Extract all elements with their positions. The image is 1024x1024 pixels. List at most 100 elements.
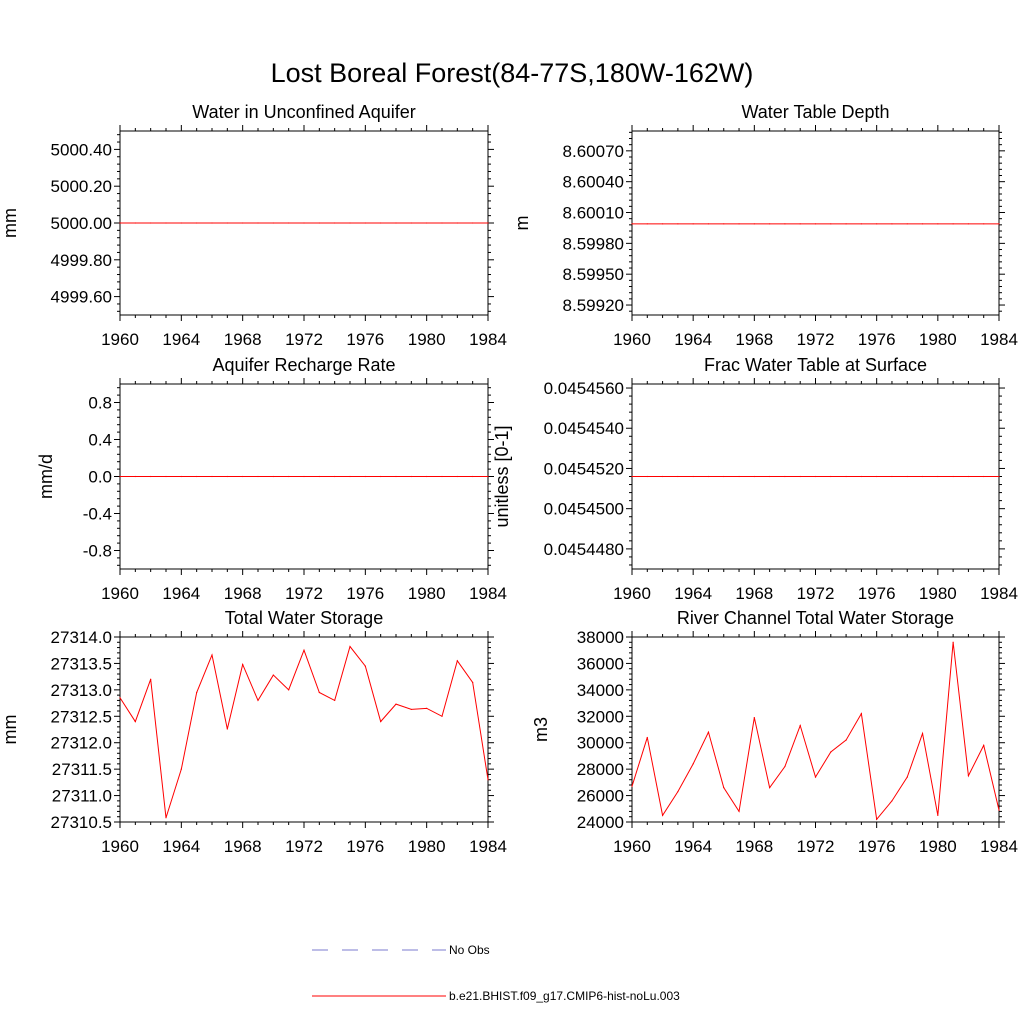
data-point [692,763,694,765]
data-point [661,223,664,225]
x-tick-label: 1964 [674,837,712,856]
legend: No Obs b.e21.BHIST.f09_g17.CMIP6-hist-no… [312,943,680,1003]
data-point [426,222,428,224]
data-point [784,475,786,478]
data-point [272,475,274,478]
data-point [814,776,817,778]
data-point [410,708,412,711]
x-tick-label: 1984 [980,584,1018,603]
y-axis-label: mm [0,715,20,745]
x-tick-label: 1960 [613,330,651,349]
x-tick-label: 1964 [162,330,200,349]
data-point [906,475,908,478]
y-tick-label: 8.60070 [563,142,624,161]
x-tick-label: 1972 [285,330,323,349]
data-point [472,475,474,478]
y-tick-label: 27313.0 [51,681,112,700]
data-point [921,223,924,225]
y-tick-label: 27312.5 [51,707,112,726]
x-tick-label: 1976 [858,837,896,856]
data-point [196,691,198,694]
y-tick-label: 27311.5 [52,760,112,779]
data-point [631,475,633,478]
y-tick-label: 8.59920 [563,296,624,315]
y-tick-label: 0.0454480 [544,540,624,559]
data-point [272,222,274,224]
x-tick-label: 1968 [735,837,773,856]
data-point [334,222,336,224]
y-tick-label: 4999.60 [51,288,112,307]
y-axis-label: m3 [531,717,551,742]
data-point [738,475,740,478]
y-tick-label: 0.0454520 [544,459,624,478]
data-point [799,475,801,478]
data-point [952,223,954,225]
data-point [410,475,412,478]
data-point [876,223,878,225]
x-tick-label: 1984 [469,330,507,349]
x-tick-label: 1980 [408,584,446,603]
data-point [937,475,939,478]
data-point [967,223,970,225]
y-tick-label: 0.4 [88,431,112,450]
x-tick-label: 1976 [346,330,384,349]
x-tick-label: 1976 [346,837,384,856]
data-point [937,814,939,816]
y-axis-label: m [512,216,532,231]
data-point [784,765,786,768]
panel-2: Water Table Depth 1960 1964 1968 1972 1976 198… [512,102,1018,349]
y-axis-label: unitless [0-1] [492,425,512,527]
panel-4: Frac Water Table at Surface 1960 1964 1968 1… [492,355,1018,603]
data-point [646,475,648,478]
y-tick-label: 28000 [577,760,624,779]
data-point [119,475,121,478]
x-tick-label: 1976 [346,584,384,603]
panel-title: Water in Unconfined Aquifer [192,102,415,122]
data-point [753,475,755,478]
x-tick-label: 1960 [101,330,139,349]
data-point [967,475,970,478]
data-point [318,222,320,224]
data-point [738,810,740,813]
x-tick-label: 1960 [613,584,651,603]
data-point [226,475,228,478]
y-tick-label: -0.8 [83,542,112,561]
data-point [303,222,305,224]
series-line [119,645,489,818]
data-point [860,475,862,478]
x-tick-label: 1964 [162,837,200,856]
x-tick-label: 1976 [858,330,896,349]
data-point [441,715,443,717]
x-tick-label: 1980 [919,584,957,603]
data-point [876,818,878,820]
data-point [723,223,725,225]
y-axis-label: mm [0,208,20,238]
data-point [257,475,259,478]
data-point [119,697,121,699]
y-tick-label: 8.59980 [563,234,624,253]
data-point [799,223,801,225]
data-point [891,475,893,478]
x-tick-label: 1984 [980,330,1018,349]
data-point [410,222,412,224]
data-point [661,814,664,816]
data-point [983,475,985,478]
y-tick-label: 24000 [577,813,624,832]
x-tick-label: 1972 [285,837,323,856]
data-point [769,787,771,789]
panels: Water in Unconfined Aquifer 1960 1964 1968 1… [0,102,1018,856]
y-tick-label: 5000.20 [51,177,112,196]
x-tick-label: 1984 [469,837,507,856]
data-point [318,475,320,478]
y-tick-label: 0.0454500 [544,500,624,519]
data-point [242,222,244,224]
panel-title: Aquifer Recharge Rate [212,355,395,375]
data-point [472,681,474,684]
x-tick-label: 1972 [797,584,835,603]
x-tick-label: 1972 [797,330,835,349]
y-tick-label: 34000 [577,681,624,700]
x-tick-label: 1984 [980,837,1018,856]
data-point [226,222,228,224]
data-point [165,475,167,478]
